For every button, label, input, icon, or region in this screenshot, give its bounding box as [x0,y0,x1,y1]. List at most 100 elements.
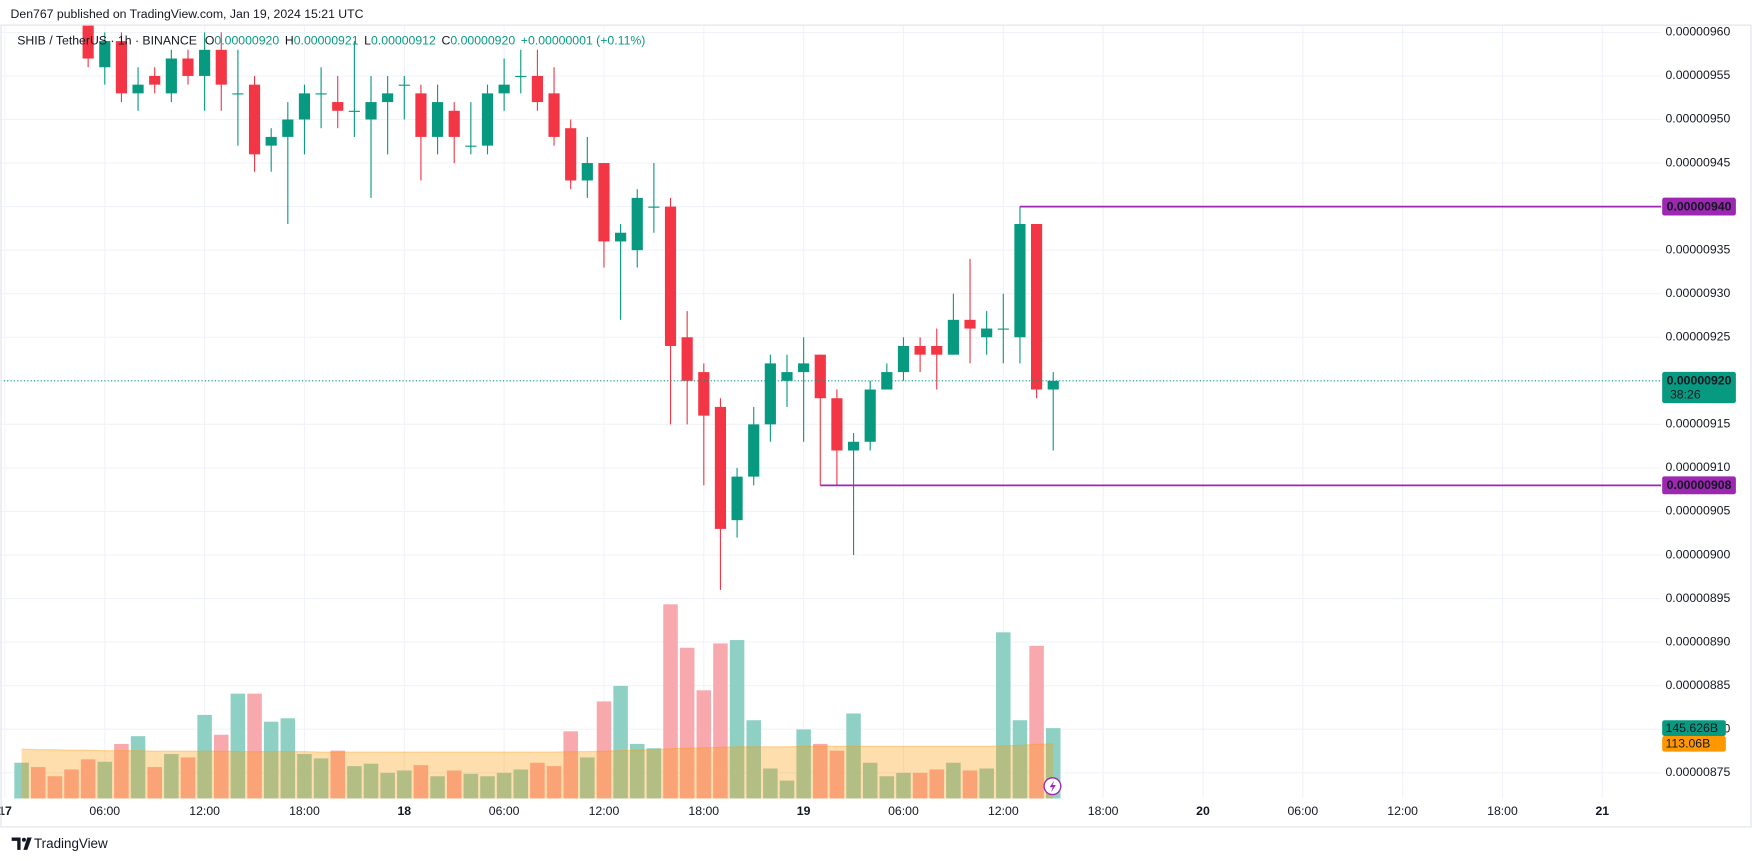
candle-body [1031,224,1043,390]
volume-bar [946,762,961,799]
y-tick-label: 0.00000955 [1665,68,1730,82]
candle-body [431,102,444,137]
y-tick-label: 0.00000885 [1665,678,1730,692]
candle-body [332,102,344,111]
legend-change: +0.00000001 (+0.11%) [521,34,646,48]
legend-h-label: H [285,34,294,48]
candle-body [831,398,843,451]
legend-c: 0.00000920 [450,34,515,48]
volume-bar [713,643,728,799]
volume-bar [646,748,662,799]
y-tick-label: 0.00000905 [1665,504,1730,518]
y-tick-label: 0.00000875 [1665,765,1730,779]
event-icon-bolt [1049,780,1056,793]
volume-bar [64,769,79,799]
candle-body [99,41,111,68]
volume-bar [962,770,978,799]
volume-bar [230,693,246,799]
volume-bar [696,690,712,799]
candle-body [415,93,427,137]
candle-body [748,424,760,477]
volume-bar [446,770,462,799]
volume-bar [879,776,895,799]
x-tick-label: 06:00 [89,804,120,818]
x-tick-label: 18:00 [289,804,320,818]
volume-bar [363,763,379,799]
volume-bar [679,647,695,799]
candle-body [648,206,660,208]
volume-bar [729,640,745,799]
candle-body [764,363,776,425]
candle-body [149,75,161,85]
volume-bar [130,736,146,799]
volume-bar [629,743,645,799]
candle-body [598,163,610,242]
volume-bar [247,693,262,799]
volume-bar [546,766,562,799]
volume-bar [846,713,861,799]
candle-body [781,372,793,381]
candle-body [82,24,94,59]
logo-part [21,837,26,842]
candle-body [315,93,327,95]
volume-bar [397,770,412,799]
candle-body [814,354,826,399]
last-price-label: 0.00000920 [1667,374,1732,388]
legend-h: 0.00000921 [294,34,359,48]
volume-bar [813,743,828,799]
x-tick-label: 12:00 [988,804,1019,818]
candle-body [698,372,710,416]
candle-body [448,110,460,137]
volume-bar [596,701,612,799]
volume-bar [197,714,212,799]
candle-body [531,75,543,103]
candle-body [232,93,244,95]
logo-part [23,837,32,850]
legend: SHIB / TetherUS · 1h · BINANCE O0.000009… [17,34,645,48]
legend-l: 0.00000912 [371,34,436,48]
candle-body [581,163,593,181]
candle-body [132,84,144,94]
volume-bar [480,776,495,799]
volume-bar [30,767,46,799]
candles-pane [82,24,1059,590]
legend-symbol: SHIB / TetherUS · 1h · BINANCE [17,34,197,48]
volume-bar [47,776,63,799]
y-tick-label: 0.00000960 [1665,25,1730,39]
x-tick-label: 06:00 [888,804,919,818]
volume-bar [829,750,845,799]
footer-logo [11,837,32,850]
candle-body [548,93,560,137]
candle-body [182,58,194,76]
volume-tag [1662,736,1726,752]
candle-body [997,328,1009,330]
volume-bar [330,750,345,799]
candle-body [265,136,277,146]
volume-bar [347,766,362,799]
volume-bar [746,720,761,799]
volume-bar [563,731,578,799]
volume-bar [929,769,945,799]
candle-body [681,337,693,381]
y-tick-label: 0.00000890 [1665,634,1730,648]
candle-body [931,345,943,355]
candle-body [881,372,893,390]
candle-body [664,206,677,346]
volume-bar [147,767,162,799]
volume-tag [1662,720,1726,736]
x-tick-label: 12:00 [189,804,220,818]
candle-body [298,93,311,120]
volume-bar [613,685,628,799]
price-line-tag-label: 0.00000940 [1667,199,1732,213]
candle-body [248,84,261,155]
candle-body [465,145,477,147]
volume-bar [114,743,129,799]
y-tick-label: 0.00000895 [1665,591,1730,605]
price-line-tag [1662,197,1736,216]
footer-brand: TradingView [34,836,108,851]
volume-bar [912,772,928,799]
x-tick-label: 06:00 [1287,804,1318,818]
